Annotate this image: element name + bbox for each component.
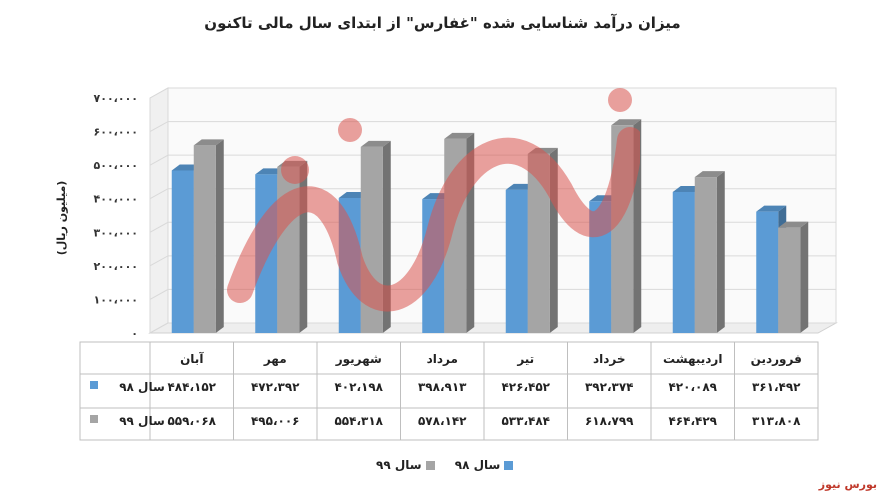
bar-98	[338, 197, 361, 333]
data-label-98: ۴۰۲،۱۹۸	[334, 380, 383, 394]
x-category-label: فروردین	[751, 352, 802, 367]
data-label-99: ۴۶۴،۴۲۹	[668, 414, 717, 428]
bar-98	[255, 174, 278, 333]
data-label-98: ۳۶۱،۴۹۲	[752, 380, 801, 394]
legend-swatch-98	[504, 461, 514, 470]
data-label-99: ۵۳۳،۴۸۴	[501, 414, 550, 428]
bar-99-side	[299, 160, 308, 333]
data-label-99: ۶۱۸،۷۹۹	[585, 414, 634, 428]
data-label-98: ۳۹۲،۳۷۴	[585, 380, 634, 394]
data-label-99: ۳۱۳،۸۰۸	[752, 414, 801, 428]
bar-98	[756, 211, 779, 333]
bar-99-top	[611, 119, 642, 126]
bar-99	[444, 138, 467, 333]
bar-99-side	[633, 119, 642, 333]
x-category-label: تیر	[516, 352, 534, 366]
legend-label-99: سال ۹۹	[376, 458, 422, 472]
brand-logo-text: بورس نیوز	[818, 478, 877, 491]
y-tick-label: ۷۰۰،۰۰۰	[94, 92, 138, 105]
bar-98	[171, 170, 194, 333]
bar-99-top	[193, 139, 224, 146]
bar-99-side	[800, 221, 809, 333]
bar-99	[694, 177, 717, 333]
gridline	[149, 121, 836, 133]
plot-floor	[148, 322, 838, 334]
data-label-98: ۴۷۲،۳۹۲	[251, 380, 300, 394]
legend-label-98: سال ۹۸	[454, 458, 501, 472]
y-tick-label: ۲۰۰،۰۰۰	[94, 260, 138, 273]
bar-99	[778, 227, 801, 333]
bar-98	[422, 199, 445, 333]
bar-99-top	[778, 221, 809, 228]
legend-item-98: سال ۹۸	[455, 458, 518, 472]
bar-99-side	[466, 132, 475, 333]
y-tick-label: ۴۰۰،۰۰۰	[94, 193, 138, 206]
x-category-label: مهر	[263, 352, 287, 366]
bar-99	[277, 166, 300, 333]
bar-99-top	[694, 171, 725, 178]
bar-99	[360, 146, 383, 333]
y-tick-label: ۵۰۰،۰۰۰	[94, 159, 138, 172]
bar-99	[527, 153, 550, 333]
bar-99-side	[382, 140, 391, 333]
bar-98	[589, 201, 612, 333]
bar-99-side	[716, 171, 725, 333]
y-tick-label: ۳۰۰،۰۰۰	[94, 226, 138, 239]
data-label-99: ۵۵۴،۳۱۸	[334, 414, 383, 428]
legend: سال ۹۸ سال ۹۹	[370, 458, 523, 472]
chart-title: میزان درآمد شناسایی شده "غفارس" از ابتدا…	[204, 14, 681, 32]
bar-99	[611, 125, 634, 333]
y-axis-label: (میلیون ریال)	[55, 180, 68, 256]
bar-99-side	[549, 147, 558, 333]
plot-side-wall	[149, 87, 169, 334]
y-tick-label: ۰	[131, 327, 138, 340]
legend-swatch-99	[425, 461, 435, 470]
data-label-99: ۵۵۹،۰۶۸	[167, 414, 216, 428]
bar-99-side	[215, 139, 224, 333]
x-category-label: خرداد	[593, 352, 626, 366]
x-category-label: آبان	[180, 351, 204, 366]
legend-item-99: سال ۹۹	[376, 458, 439, 472]
data-label-98: ۳۹۸،۹۱۳	[418, 380, 467, 394]
x-category-label: شهریور	[335, 352, 382, 367]
table-swatch-99	[90, 415, 98, 423]
data-label-99: ۵۷۸،۱۴۲	[418, 414, 467, 428]
table-swatch-98	[90, 381, 98, 389]
x-category-label: اردیبهشت	[663, 352, 722, 366]
x-category-label: مرداد	[427, 352, 458, 366]
data-table	[79, 341, 819, 441]
bar-98-top	[756, 205, 787, 212]
data-label-98: ۴۸۴،۱۵۲	[167, 380, 216, 394]
bar-99	[193, 145, 216, 333]
table-header-99: سال ۹۹	[119, 414, 165, 428]
data-label-98: ۴۲۶،۴۵۲	[501, 380, 550, 394]
bar-98	[672, 191, 695, 333]
table-header-98: سال ۹۸	[119, 380, 165, 394]
y-tick-label: ۶۰۰،۰۰۰	[94, 126, 138, 139]
data-label-99: ۴۹۵،۰۰۶	[251, 414, 300, 428]
bar-98	[505, 189, 528, 333]
y-tick-label: ۱۰۰،۰۰۰	[94, 293, 138, 306]
data-label-98: ۴۲۰،۰۸۹	[668, 380, 717, 394]
